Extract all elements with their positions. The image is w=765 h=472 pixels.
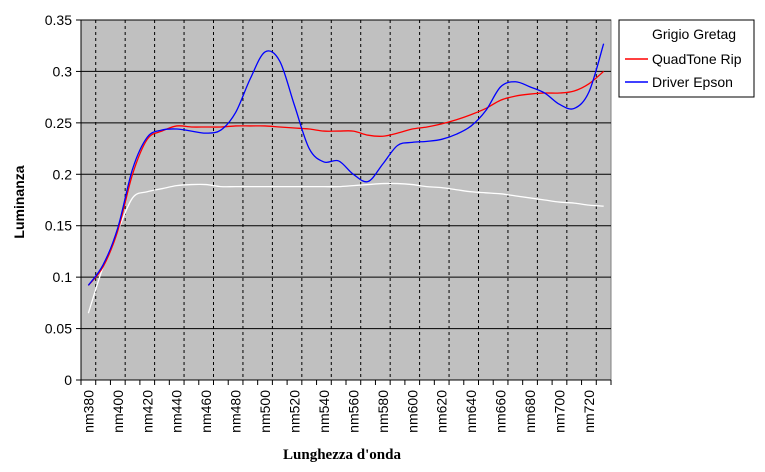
x-tick-label: nm380 xyxy=(80,390,96,433)
x-tick-label: nm660 xyxy=(493,390,509,433)
series-line-grigio-gretag xyxy=(87,182,604,314)
axes xyxy=(76,19,612,385)
y-tick-label: 0.25 xyxy=(45,115,72,131)
x-tick-label: nm680 xyxy=(522,390,538,433)
x-tick-label: nm560 xyxy=(345,390,361,433)
legend-label-quadtone-rip: QuadTone Rip xyxy=(652,51,742,67)
x-tick-label: nm500 xyxy=(257,390,273,433)
horizontal-gridlines xyxy=(81,19,611,330)
x-tick-labels: nm380 nm400 nm420 nm440 nm460 nm480 nm500 nm520… xyxy=(80,390,597,433)
x-tick-label: nm460 xyxy=(198,390,214,433)
x-tick-label: nm540 xyxy=(316,390,332,433)
legend-label-driver-epson: Driver Epson xyxy=(652,74,733,90)
y-axis-label: Luminanza xyxy=(11,165,27,238)
y-tick-label: 0 xyxy=(64,372,72,388)
y-tick-label: 0.35 xyxy=(45,12,72,28)
y-tick-label: 0.3 xyxy=(53,63,73,79)
x-tick-label: nm600 xyxy=(404,390,420,433)
x-tick-label: nm520 xyxy=(286,390,302,433)
y-tick-label: 0.15 xyxy=(45,218,72,234)
y-tick-labels: 0 0.05 0.1 0.15 0.2 0.25 0.3 0.35 xyxy=(45,12,72,388)
vertical-gridlines xyxy=(95,20,597,380)
series-line-driver-epson xyxy=(87,43,605,286)
y-tick-label: 0.05 xyxy=(45,321,72,337)
x-tick-label: nm440 xyxy=(169,390,185,433)
x-tick-label: nm720 xyxy=(581,390,597,433)
y-tick-label: 0.2 xyxy=(53,166,73,182)
y-tick-label: 0.1 xyxy=(53,269,73,285)
x-tick-label: nm640 xyxy=(463,390,479,433)
x-tick-label: nm700 xyxy=(551,390,567,433)
x-axis-label: Lunghezza d'onda xyxy=(283,447,401,463)
series-lines xyxy=(87,43,605,314)
x-tick-label: nm580 xyxy=(375,390,391,433)
x-tick-label: nm620 xyxy=(434,390,450,433)
x-tick-label: nm420 xyxy=(139,390,155,433)
plot-area xyxy=(80,19,612,381)
legend: Grigio Gretag QuadTone Rip Driver Epson xyxy=(618,19,755,98)
x-tick-label: nm480 xyxy=(228,390,244,433)
x-tick-label: nm400 xyxy=(110,390,126,433)
series-line-quadtone-rip xyxy=(87,70,605,286)
legend-label-grigio-gretag: Grigio Gretag xyxy=(652,26,736,42)
